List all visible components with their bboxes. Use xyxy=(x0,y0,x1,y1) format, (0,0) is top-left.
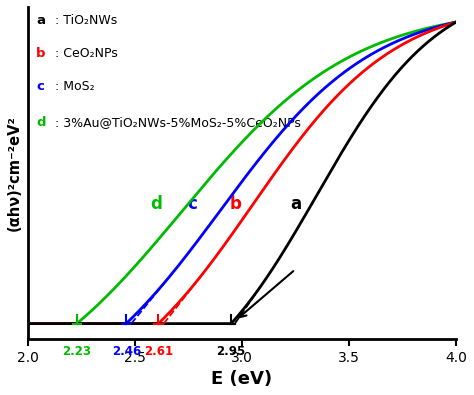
Text: a: a xyxy=(36,13,45,26)
X-axis label: E (eV): E (eV) xyxy=(211,370,273,388)
Text: d: d xyxy=(36,117,46,130)
Text: 2.23: 2.23 xyxy=(62,345,91,358)
Text: c: c xyxy=(36,80,44,93)
Text: 2.95: 2.95 xyxy=(217,345,246,358)
Text: : CeO₂NPs: : CeO₂NPs xyxy=(55,47,118,60)
Text: 2.61: 2.61 xyxy=(144,345,173,358)
Text: c: c xyxy=(188,195,198,213)
Text: 2.46: 2.46 xyxy=(112,345,142,358)
Text: d: d xyxy=(150,195,162,213)
Y-axis label: (αhν)²cm⁻²eV²: (αhν)²cm⁻²eV² xyxy=(7,115,22,231)
Text: : 3%Au@TiO₂NWs-5%MoS₂-5%CeO₂NPs: : 3%Au@TiO₂NWs-5%MoS₂-5%CeO₂NPs xyxy=(55,117,301,130)
Text: : MoS₂: : MoS₂ xyxy=(55,80,95,93)
Text: b: b xyxy=(36,47,46,60)
Text: a: a xyxy=(290,195,301,213)
Text: : TiO₂NWs: : TiO₂NWs xyxy=(55,13,118,26)
Text: b: b xyxy=(229,195,241,213)
